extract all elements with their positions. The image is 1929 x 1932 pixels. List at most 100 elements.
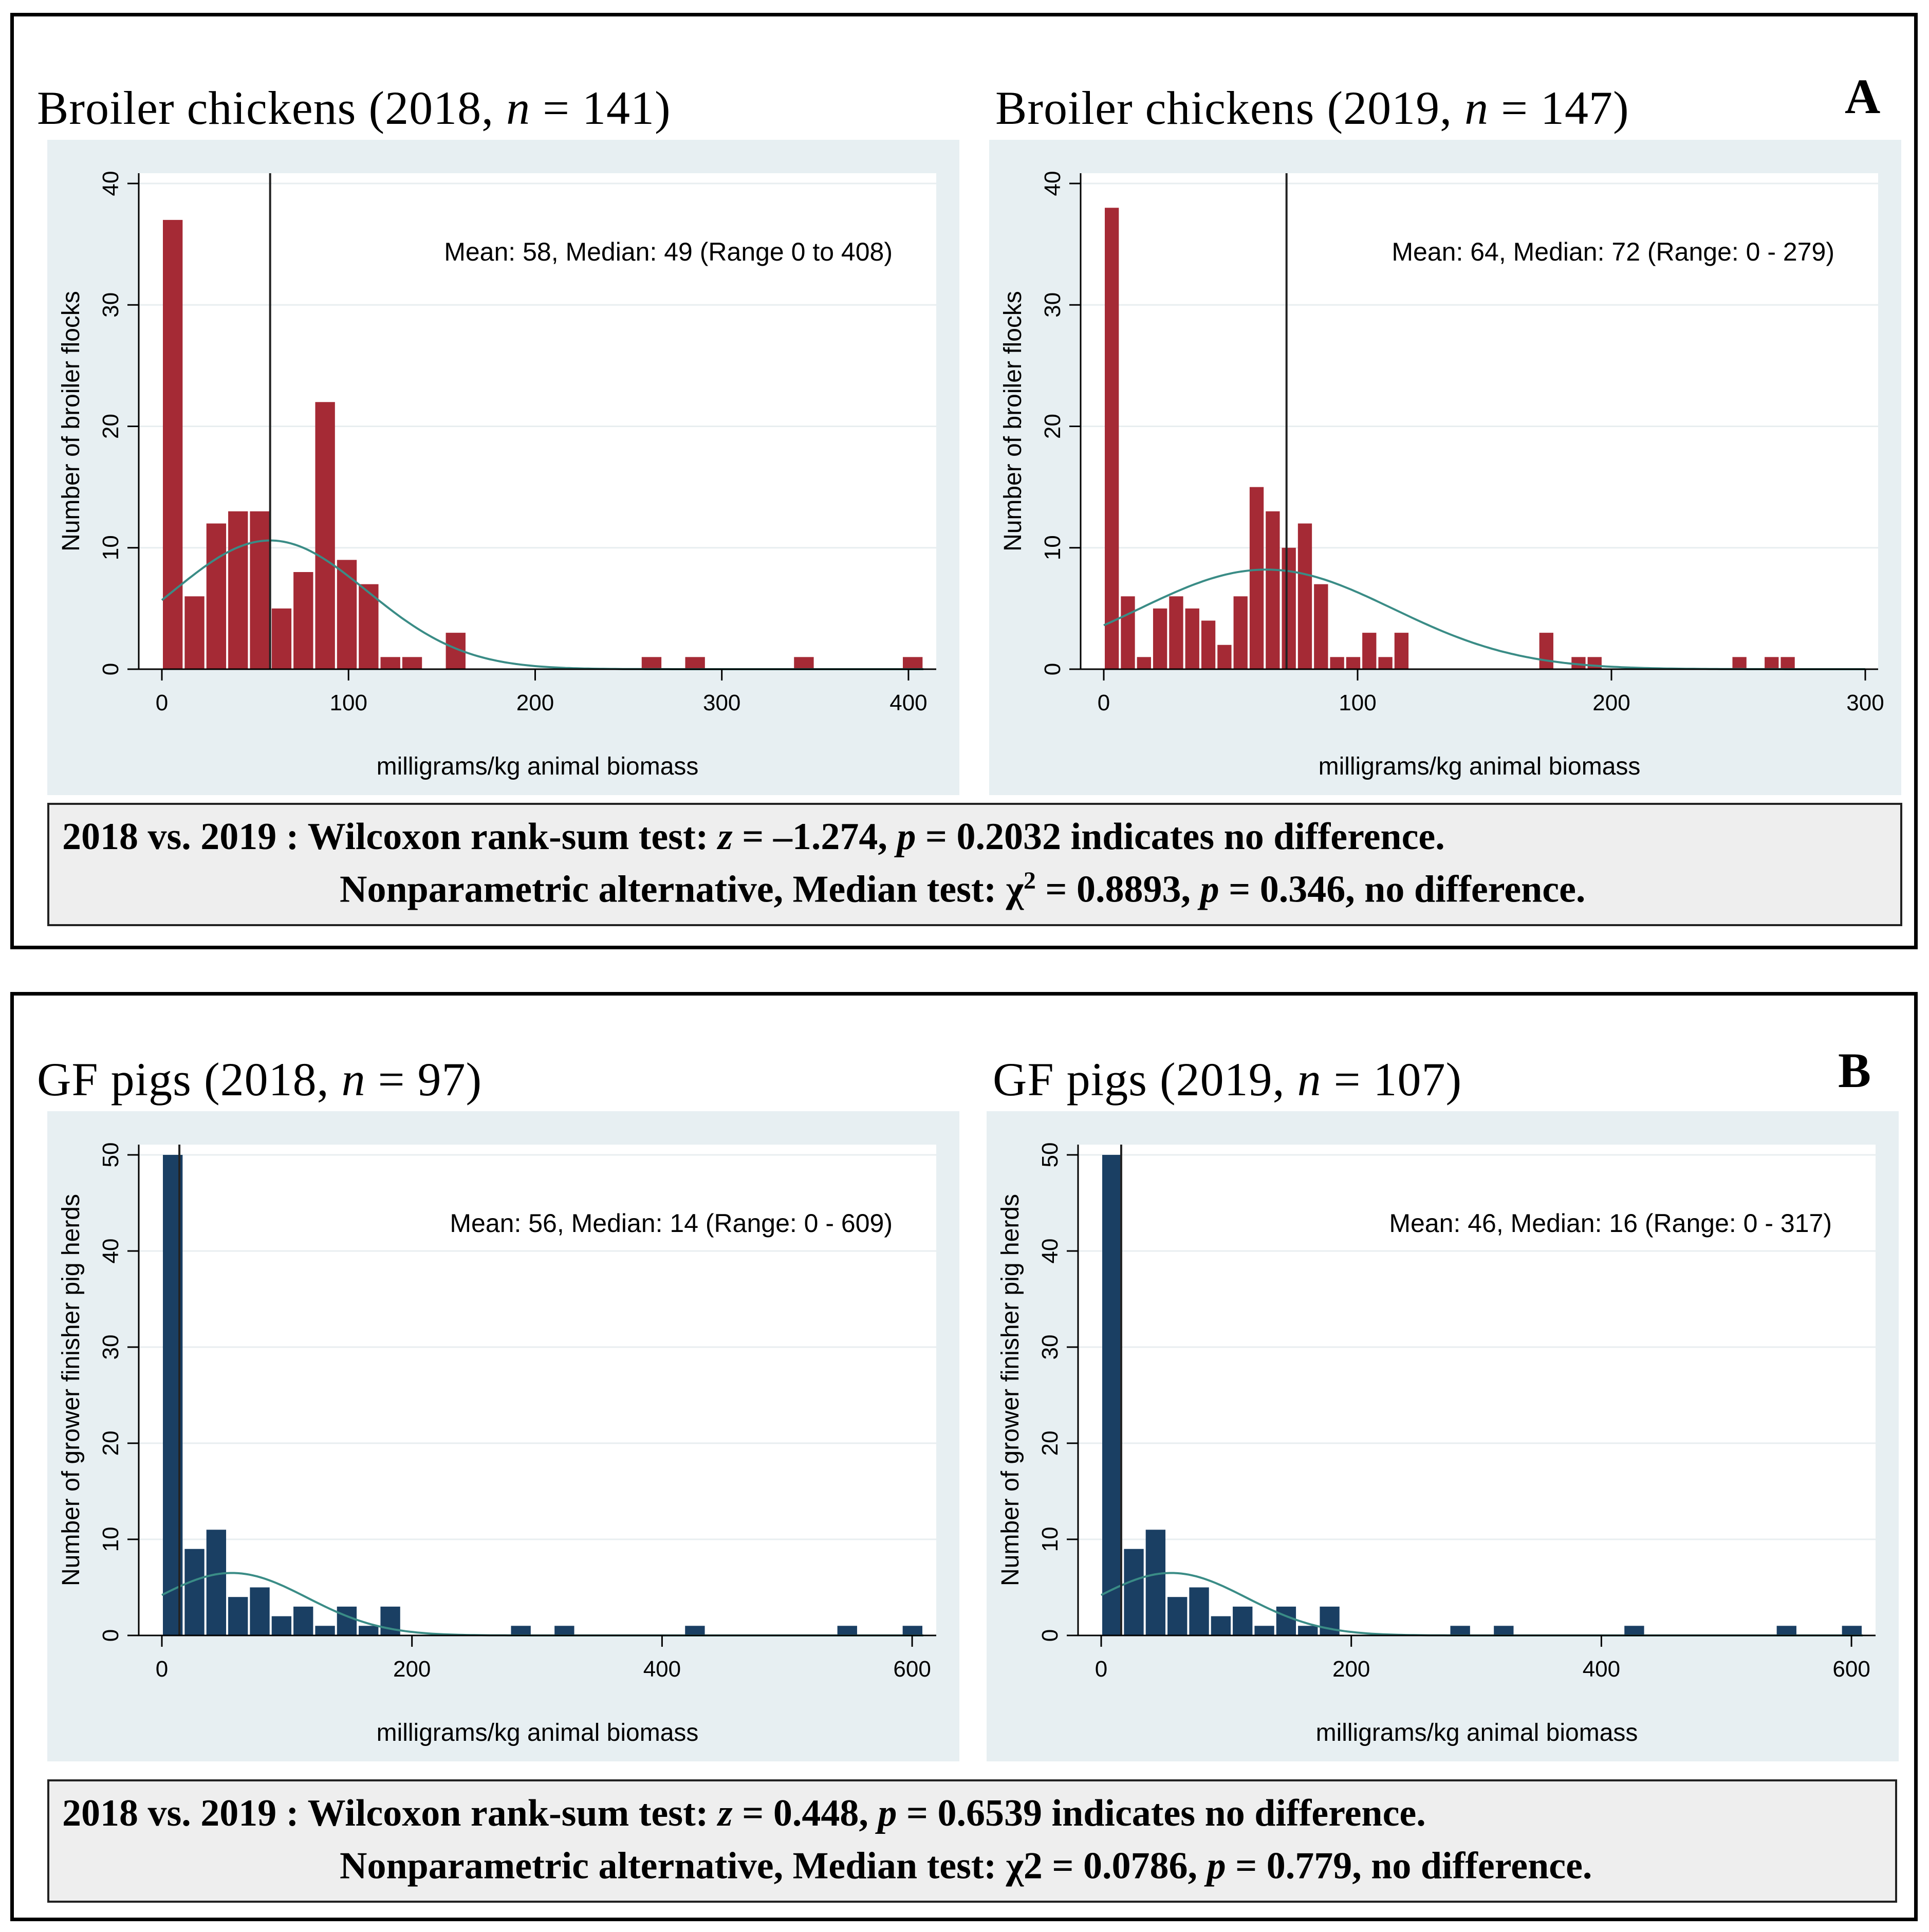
y-tick-label: 10 xyxy=(98,1527,123,1552)
histogram-bar xyxy=(250,1587,270,1635)
chart-svg-pig-2018: 0 10 20 30 40 50 0 200 400 600 milligrams/kg anima… xyxy=(58,1143,936,1746)
histogram-bar xyxy=(1185,608,1199,669)
chart-svg-pig-2019: 0 10 20 30 40 50 0 200 400 600 milligrams/kg anima… xyxy=(997,1143,1876,1746)
panel-letter-b: B xyxy=(1838,1043,1871,1098)
x-tick-label: 400 xyxy=(889,690,927,715)
x-tick-label: 300 xyxy=(703,690,740,715)
plot-area xyxy=(139,173,936,669)
histogram-bar xyxy=(1169,596,1183,669)
y-tick-label: 40 xyxy=(98,1239,123,1264)
histogram-bar xyxy=(1378,657,1393,669)
histogram-bar xyxy=(206,1530,227,1635)
x-tick-label: 400 xyxy=(1583,1657,1620,1682)
histogram-bar xyxy=(1102,1155,1122,1635)
histogram-bar xyxy=(1254,1626,1274,1635)
x-tick-label: 0 xyxy=(156,690,168,715)
histogram-bar xyxy=(1624,1626,1644,1635)
histogram-bar xyxy=(1137,657,1151,669)
y-tick-label: 40 xyxy=(98,171,123,196)
histogram-bar xyxy=(1282,547,1296,669)
x-tick-label: 100 xyxy=(1339,690,1376,715)
histogram-bar xyxy=(1105,208,1119,669)
y-tick-label: 50 xyxy=(98,1143,123,1168)
x-tick-label: 200 xyxy=(393,1657,431,1682)
histogram-bar xyxy=(380,1606,400,1635)
histogram-bar xyxy=(903,657,923,669)
histogram-bar xyxy=(228,511,248,669)
histogram-bar xyxy=(359,1626,379,1635)
histogram-bar xyxy=(315,1626,335,1635)
histogram-bar xyxy=(794,657,814,669)
y-tick-label: 20 xyxy=(1037,1431,1063,1456)
histogram-bar xyxy=(1362,633,1377,669)
y-tick-label: 30 xyxy=(1040,292,1065,318)
histogram-bar xyxy=(380,657,400,669)
x-tick-label: 0 xyxy=(156,1657,168,1682)
y-tick-label: 20 xyxy=(98,1431,123,1456)
histogram-bar xyxy=(1249,487,1264,669)
y-tick-label: 0 xyxy=(1037,1629,1063,1642)
x-tick-label: 600 xyxy=(893,1657,931,1682)
histogram-bar xyxy=(315,402,335,669)
histogram-bar xyxy=(1346,657,1361,669)
x-tick-label: 400 xyxy=(643,1657,681,1682)
plot-area xyxy=(1078,1145,1876,1635)
x-tick-label: 200 xyxy=(1332,1657,1370,1682)
histogram-bar xyxy=(1233,596,1248,669)
chart-title-chicken-2018: Broiler chickens (2018, n = 141) xyxy=(37,82,671,134)
histogram-bar xyxy=(1776,1626,1796,1635)
y-tick-label: 10 xyxy=(98,535,123,560)
chart-title-pig-2019: GF pigs (2019, n = 107) xyxy=(993,1053,1462,1106)
stats-box-a: 2018 vs. 2019 : Wilcoxon rank-sum test: … xyxy=(47,803,1902,926)
histogram-bar xyxy=(293,572,313,669)
summary-annotation: Mean: 58, Median: 49 (Range 0 to 408) xyxy=(444,237,893,266)
x-tick-label: 0 xyxy=(1095,1657,1107,1682)
panel-b: B GF pigs (2018, n = 97) GF pigs (2019, … xyxy=(10,992,1918,1921)
stats-box-b: 2018 vs. 2019 : Wilcoxon rank-sum test: … xyxy=(47,1779,1897,1903)
y-axis-label: Number of broiler flocks xyxy=(58,291,85,551)
chart-pig-2019: 0 10 20 30 40 50 0 200 400 600 milligrams/kg anima… xyxy=(987,1111,1899,1761)
chart-chicken-2019: 0 10 20 30 40 0 100 200 300 milligrams/kg animal … xyxy=(989,140,1901,795)
stats-b-line2: Nonparametric alternative, Median test: … xyxy=(340,1845,1592,1887)
histogram-bar xyxy=(1211,1616,1231,1635)
y-axis-label: Number of grower finisher pig herds xyxy=(58,1194,85,1586)
histogram-bar xyxy=(271,608,292,669)
plot-area xyxy=(1081,173,1878,669)
y-axis-label: Number of broiler flocks xyxy=(999,291,1027,551)
y-tick-label: 40 xyxy=(1037,1239,1063,1264)
chart-svg-chicken-2019: 0 10 20 30 40 0 100 200 300 milligrams/kg animal … xyxy=(999,171,1884,780)
chart-title-chicken-2019: Broiler chickens (2019, n = 147) xyxy=(995,82,1629,134)
histogram-bar xyxy=(206,523,227,669)
histogram-bar xyxy=(1201,620,1216,669)
histogram-bar xyxy=(228,1597,248,1635)
x-axis-label: milligrams/kg animal biomass xyxy=(1316,1719,1638,1746)
histogram-bar xyxy=(1153,608,1167,669)
histogram-bar xyxy=(554,1626,574,1635)
y-tick-label: 0 xyxy=(98,663,123,675)
histogram-bar xyxy=(293,1606,313,1635)
stats-b-line1: 2018 vs. 2019 : Wilcoxon rank-sum test: … xyxy=(62,1792,1426,1834)
histogram-bar xyxy=(1587,657,1602,669)
histogram-bar xyxy=(1330,657,1344,669)
panel-letter-a: A xyxy=(1845,69,1881,124)
histogram-bar xyxy=(902,1626,922,1635)
chart-chicken-2018: 0 10 20 30 40 0 100 200 300 400 milligrams/kg anim… xyxy=(47,140,959,795)
y-tick-label: 10 xyxy=(1037,1527,1063,1552)
histogram-bar xyxy=(184,596,205,669)
histogram-bar xyxy=(641,657,662,669)
histogram-bar xyxy=(1298,1626,1318,1635)
x-axis-label: milligrams/kg animal biomass xyxy=(377,753,699,780)
x-tick-label: 300 xyxy=(1846,690,1884,715)
plot-area xyxy=(139,1145,936,1635)
y-tick-label: 20 xyxy=(98,414,123,439)
y-tick-label: 0 xyxy=(98,1629,123,1642)
summary-annotation: Mean: 56, Median: 14 (Range: 0 - 609) xyxy=(450,1209,893,1238)
stats-a-line1: 2018 vs. 2019 : Wilcoxon rank-sum test: … xyxy=(62,816,1445,858)
panel-a: A Broiler chickens (2018, n = 141) Broil… xyxy=(10,13,1918,949)
y-tick-label: 40 xyxy=(1040,171,1065,196)
x-axis-label: milligrams/kg animal biomass xyxy=(377,1719,699,1746)
histogram-bar xyxy=(1732,657,1747,669)
summary-annotation: Mean: 46, Median: 16 (Range: 0 - 317) xyxy=(1389,1209,1832,1238)
histogram-bar xyxy=(402,657,422,669)
